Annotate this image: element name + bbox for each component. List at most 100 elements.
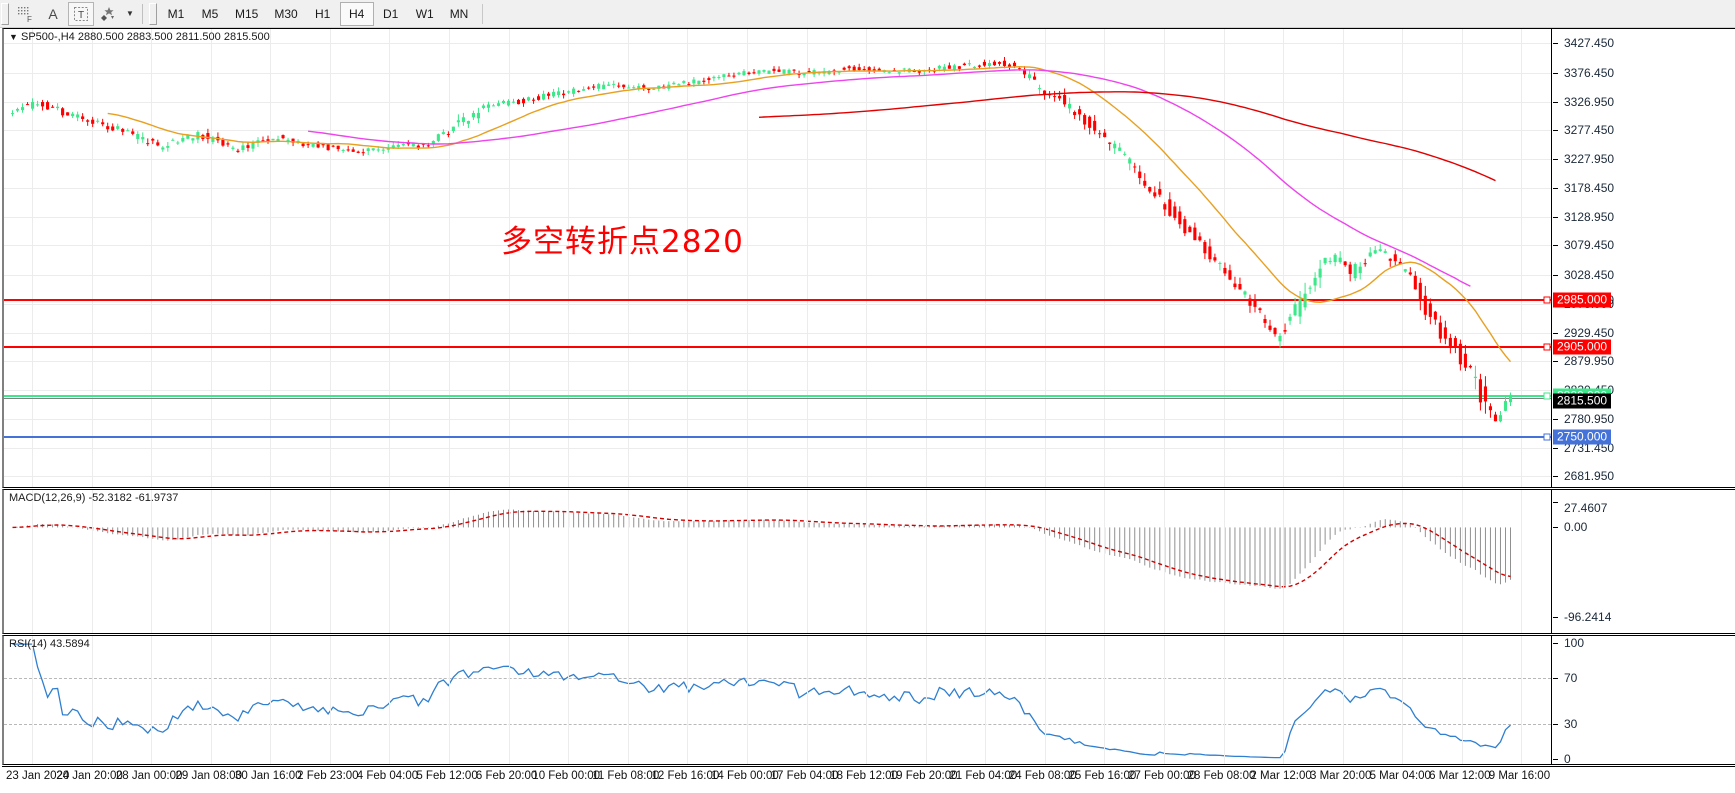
price-gridline	[4, 43, 1551, 45]
toolbar-grip-1[interactable]	[1, 2, 9, 25]
macd-axis-label: 27.4607	[1564, 500, 1608, 515]
price-gridline	[4, 245, 1551, 247]
time-gridline	[1402, 636, 1404, 764]
support-2750-handle[interactable]	[1543, 433, 1551, 441]
resistance-2905-tag[interactable]: 2905.000	[1553, 339, 1612, 355]
time-gridline	[806, 636, 808, 764]
time-gridline	[1521, 490, 1523, 633]
macd-axis[interactable]: 27.4607 0.00 -96.2414	[1551, 490, 1735, 633]
time-gridline	[687, 29, 689, 487]
time-gridline	[449, 29, 451, 487]
time-gridline	[1044, 490, 1046, 633]
time-axis-label: 30 Jan 16:00	[235, 770, 302, 782]
toolbar-grip-2[interactable]	[149, 2, 157, 25]
price-axis-label: 3277.450	[1564, 123, 1615, 138]
macd-axis-tick	[1553, 527, 1558, 529]
price-axis-tick	[1553, 245, 1558, 247]
time-axis-label: 25 Feb 16:00	[1068, 770, 1137, 782]
price-axis-tick	[1553, 476, 1558, 478]
resistance-2905-handle[interactable]	[1543, 343, 1551, 351]
time-gridline	[1104, 29, 1106, 487]
time-axis-label: 19 Feb 20:00	[889, 770, 958, 782]
time-gridline	[32, 636, 33, 764]
rsi-band-70	[4, 677, 1551, 679]
period-m1[interactable]: M1	[167, 6, 185, 21]
period-mn[interactable]: MN	[449, 6, 469, 21]
macd-axis-tick	[1553, 501, 1558, 503]
rsi-band-30	[4, 724, 1551, 726]
price-axis-tick	[1553, 130, 1558, 132]
time-gridline	[329, 490, 331, 633]
price-axis-label: 3028.450	[1564, 268, 1615, 282]
price-gridline	[4, 476, 1551, 478]
price-axis-tick	[1553, 72, 1558, 74]
time-gridline	[687, 490, 689, 633]
time-gridline	[1104, 490, 1106, 633]
chart-symbol-ohlc: SP500-,H4 2880.500 2883.500 2811.500 281…	[20, 31, 270, 43]
period-m5[interactable]: M5	[201, 6, 219, 21]
pivot-2820-line[interactable]	[4, 395, 1551, 398]
rsi-axis-label: 30	[1564, 717, 1578, 732]
svg-text:F: F	[27, 15, 32, 23]
period-m15[interactable]: M15	[235, 6, 259, 21]
toolbar-separator	[142, 3, 143, 24]
rsi-plot[interactable]	[4, 636, 1551, 764]
macd-pane[interactable]: MACD(12,26,9) -52.3182 -61.9737 27.4607 0…	[2, 489, 1735, 634]
pivot-2820-handle[interactable]	[1543, 392, 1551, 400]
time-gridline	[746, 490, 748, 633]
resistance-2905-line[interactable]	[4, 345, 1551, 348]
rsi-pane[interactable]: RSI(14) 43.5894 100 70 30 0	[2, 635, 1735, 766]
price-pane[interactable]: ▼ SP500-,H4 2880.500 2883.500 2811.500 2…	[2, 28, 1735, 488]
support-2750-line[interactable]	[4, 435, 1551, 438]
time-gridline	[866, 636, 868, 764]
text-label-icon[interactable]: A	[48, 5, 58, 22]
price-axis-tick	[1553, 43, 1558, 45]
resistance-2985-line[interactable]	[4, 299, 1551, 302]
period-h4[interactable]: H4	[339, 1, 374, 26]
time-gridline	[866, 490, 868, 633]
objects-dropdown-caret[interactable]: ▼	[126, 9, 134, 18]
time-gridline	[270, 636, 272, 764]
time-gridline	[925, 636, 927, 764]
price-axis-tick	[1553, 332, 1558, 334]
price-gridline	[4, 187, 1551, 189]
time-axis[interactable]: 23 Jan 2020 24 Jan 20:00 28 Jan 00:00 29 Ja…	[2, 766, 1735, 788]
price-axis-label: 2879.950	[1564, 354, 1615, 369]
time-gridline	[389, 29, 391, 487]
time-gridline	[925, 490, 927, 633]
text-box-icon[interactable]: T	[68, 1, 94, 26]
rsi-axis[interactable]: 100 70 30 0	[1551, 636, 1735, 766]
objects-icon[interactable]	[96, 2, 122, 26]
time-gridline	[1342, 29, 1344, 487]
resistance-2985-handle[interactable]	[1543, 296, 1551, 304]
time-axis-label: 11 Feb 08:00	[592, 770, 660, 782]
rsi-axis-label: 70	[1564, 670, 1578, 685]
macd-axis-tick	[1553, 617, 1558, 619]
period-h1[interactable]: H1	[315, 6, 331, 21]
period-w1[interactable]: W1	[415, 6, 434, 21]
price-pane-header: ▼ SP500-,H4 2880.500 2883.500 2811.500 2…	[9, 31, 270, 43]
time-axis-label: 17 Feb 04:00	[770, 770, 839, 782]
rsi-axis-tick	[1553, 643, 1558, 644]
time-gridline	[1283, 636, 1285, 764]
time-axis-label: 12 Feb 16:00	[651, 770, 720, 782]
support-2750-tag[interactable]: 2750.000	[1553, 429, 1612, 445]
time-axis-label: 18 Feb 12:00	[830, 770, 898, 782]
price-axis[interactable]: 3427.450 3376.450 3326.950 3277.450 3227.950…	[1551, 29, 1735, 487]
time-gridline	[866, 29, 868, 487]
resistance-2985-tag[interactable]: 2985.000	[1553, 292, 1612, 308]
crosshair-f-icon[interactable]: F	[12, 2, 38, 26]
period-d1[interactable]: D1	[383, 6, 399, 21]
collapse-caret-icon[interactable]: ▼	[9, 32, 18, 42]
macd-plot[interactable]	[4, 490, 1551, 633]
time-gridline	[925, 29, 927, 487]
time-axis-label: 5 Feb 12:00	[416, 770, 478, 782]
time-gridline	[389, 490, 391, 633]
price-plot[interactable]: 多空转折点2820	[4, 29, 1551, 487]
time-gridline	[91, 29, 93, 487]
time-gridline	[568, 29, 570, 487]
period-m30[interactable]: M30	[274, 6, 298, 21]
time-gridline	[1163, 490, 1165, 633]
chart-annotation-text[interactable]: 多空转折点2820	[501, 224, 744, 260]
time-axis-label: 2 Feb 23:00	[297, 770, 359, 782]
